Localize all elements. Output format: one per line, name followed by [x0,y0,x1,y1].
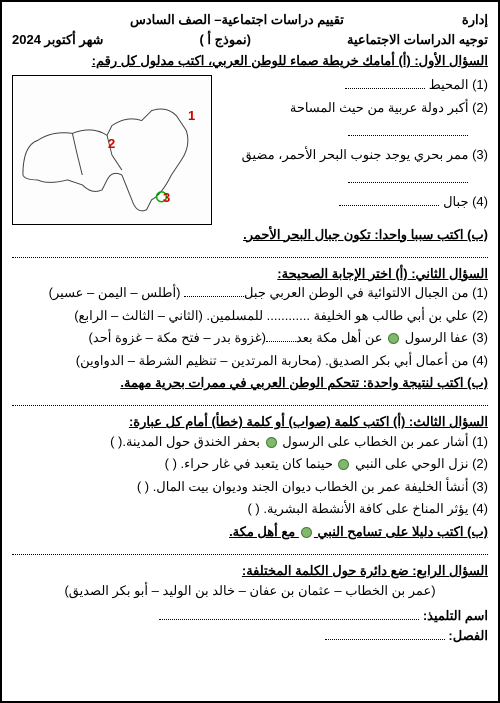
q1-i3: (3) ممر بحري يوجد جنوب البحر الأحمر، مضي… [242,147,488,162]
q2-2t: (2) علي بن أبي طالب هو الخليفة .........… [206,308,488,323]
q3-2: (2) نزل الوحي على النبي حينما كان يتعبد … [12,454,488,474]
q2-1o: (أطلس – اليمن – عسير) [49,285,181,300]
prophet-icon [388,333,399,344]
q4-prompt: السؤال الرابع: ضع دائرة حول الكلمة المخت… [12,561,488,581]
q2-4t: (4) من أعمال أبي بكر الصديق. [325,353,488,368]
q1b-ans [12,246,488,258]
q3-3: (3) أنشأ الخليفة عمر بن الخطاب ديوان الج… [12,477,488,497]
class-line [325,628,445,640]
hdr2-right: توجيه الدراسات الاجتماعية [347,30,488,50]
q1-i1: (1) المحيط [429,77,488,92]
q2-3o: (غزوة بدر – فتح مكة – غزوة أحد) [89,330,266,345]
q1-prompt: السؤال الأول: (أ) أمامك خريطة صماء للوطن… [12,51,488,71]
student-name-label: اسم التلميذ: [423,608,488,623]
q3-prompt: السؤال الثالث: (أ) اكتب كلمة (صواب) أو ك… [12,412,488,432]
q1-container: (1) المحيط (2) أكبر دولة عربية من حيث ال… [12,75,488,225]
q3: السؤال الثالث: (أ) اكتب كلمة (صواب) أو ك… [12,412,488,555]
q2-3t: (3) عفا الرسول [401,330,488,345]
q1-text: (1) المحيط (2) أكبر دولة عربية من حيث ال… [218,75,488,225]
q2-prompt: السؤال الثاني: (أ) اختر الإجابة الصحيحة: [12,264,488,284]
q2-2o: (الثاني – الثالث – الرابع) [74,308,203,323]
hdr2-center: (نموذج أ ) [199,30,251,50]
student-name-line [159,608,419,620]
q2-1t: (1) من الجبال الالتوائية في الوطن العربي… [244,285,488,300]
footer: اسم التلميذ: الفصل: [12,606,488,645]
q3-4: (4) يؤثر المناخ على كافة الأنشطة البشرية… [12,499,488,519]
q4-opts: (عمر بن الخطاب – عثمان بن عفان – خالد بن… [12,581,488,601]
q3-sub-b: (ب) اكتب دليلا على تسامح النبي مع أهل مك… [229,524,488,539]
header-row-1: إدارة تقييم دراسات اجتماعية– الصف السادس [12,10,488,30]
map-n2: 2 [108,134,115,154]
header-row-2: توجيه الدراسات الاجتماعية (نموذج أ ) شهر… [12,30,488,50]
q1-i2: (2) أكبر دولة عربية من حيث المساحة [290,100,488,115]
hdr-center: تقييم دراسات اجتماعية– الصف السادس [130,10,344,30]
map-box: 1 2 3 [12,75,212,225]
q2: السؤال الثاني: (أ) اختر الإجابة الصحيحة:… [12,264,488,407]
q1-sub-b: (ب) اكتب سببا واحدا: تكون جبال البحر الأ… [12,225,488,245]
class-label: الفصل: [448,628,488,643]
map-n1: 1 [188,106,195,126]
hdr-right: إدارة [462,10,488,30]
q2b-ans [12,395,488,407]
q3-1: (1) أشار عمر بن الخطاب على الرسول بحفر ا… [12,432,488,452]
q2-4o: (محاربة المرتدين – تنظيم الشرطة – الدواو… [76,353,322,368]
map-n3: 3 [163,188,170,208]
q2-3m: عن أهل مكة بعد [296,330,386,345]
q3b-ans [12,543,488,555]
q2-sub-b: (ب) اكتب لنتيجة واحدة: تتحكم الوطن العرب… [120,375,488,390]
q1-i4: (4) جبال [443,194,488,209]
q4: السؤال الرابع: ضع دائرة حول الكلمة المخت… [12,561,488,600]
hdr2-left: شهر أكتوبر 2024 [12,30,103,50]
